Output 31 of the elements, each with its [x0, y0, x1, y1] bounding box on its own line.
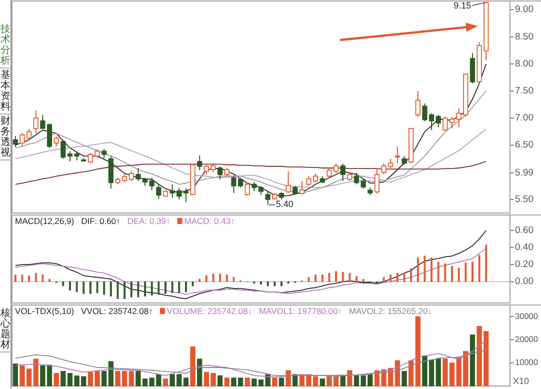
text: MAVOL2: 155265.20↓	[348, 306, 432, 316]
y-tick-label: 5.99	[515, 167, 534, 178]
text: DIF: 0.60↑	[81, 216, 120, 226]
y-tick-label: 5.50	[515, 194, 534, 205]
text: X10	[513, 376, 530, 386]
y-tick-label: 0.00	[515, 276, 534, 288]
y-tick-label: 20000	[515, 334, 538, 344]
y-tick-label: 8.00	[515, 58, 534, 70]
chart-title: VOL-TDX(5,10)	[15, 306, 74, 316]
text: 财务透视	[0, 115, 10, 158]
y-tick-label: 0.20	[515, 259, 534, 270]
legend-label: MACD: 0.43↑	[184, 216, 235, 226]
y-tick-label: 8.50	[515, 31, 534, 42]
y-tick-label: 0.40	[515, 242, 534, 253]
annotation: 5.40	[276, 199, 294, 210]
text: DEA: 0.39↑	[127, 216, 170, 226]
y-tick-label: 7.50	[515, 86, 534, 97]
text: 技术分析	[0, 23, 10, 66]
y-tick-label: 6.50	[515, 140, 534, 151]
text: MAVOL1: 197780.00↑	[258, 306, 342, 316]
chart-title: MACD(12,26,9)	[15, 216, 74, 226]
y-tick-label: 0.60	[515, 224, 534, 236]
y-tick-label: 10000	[515, 358, 538, 368]
y-tick-label: 30000	[515, 312, 538, 321]
text: 核心题材	[0, 307, 10, 350]
y-tick-label: 7.00	[515, 112, 534, 124]
text: 基本资料	[0, 69, 10, 112]
y-tick-label: 9.00	[515, 4, 534, 16]
legend-label: VOLUME: 235742.08↓	[166, 306, 252, 316]
annotation: 9.15	[454, 0, 472, 11]
annotation: VVOL: 235742.08↑	[81, 306, 153, 316]
